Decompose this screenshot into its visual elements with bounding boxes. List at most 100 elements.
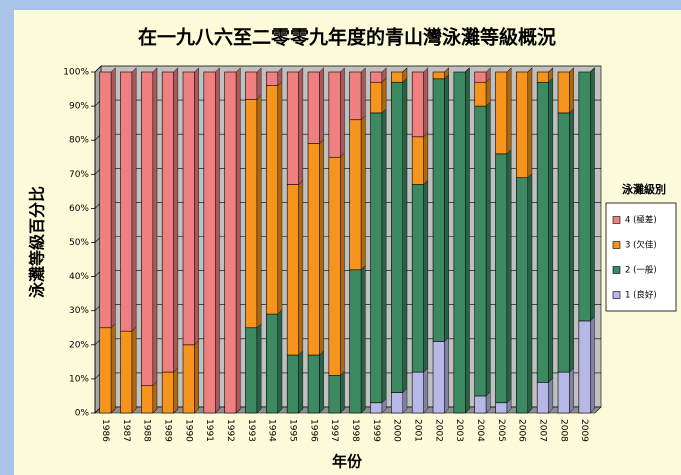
bar-front bbox=[474, 395, 487, 414]
bar-side bbox=[298, 350, 304, 414]
bar-front bbox=[286, 184, 299, 356]
bar-segment bbox=[495, 398, 512, 414]
bar-segment bbox=[548, 67, 553, 73]
bar-front bbox=[99, 327, 112, 414]
x-tick-label: 2003 bbox=[454, 419, 464, 442]
legend-swatch bbox=[612, 241, 621, 249]
x-tick-label: 1999 bbox=[371, 419, 381, 442]
y-tick-label: 40% bbox=[69, 272, 89, 282]
bar-segment bbox=[527, 67, 533, 73]
bar-segment bbox=[328, 370, 345, 414]
bar-side bbox=[152, 67, 158, 387]
bar-front bbox=[266, 313, 279, 414]
bar-front bbox=[432, 78, 445, 342]
bar-front bbox=[224, 71, 237, 414]
bar-segment bbox=[349, 115, 366, 271]
bar-segment bbox=[453, 67, 470, 414]
bar-front bbox=[411, 184, 424, 373]
y-tick-label: 100% bbox=[63, 68, 89, 78]
bar-side bbox=[340, 370, 345, 414]
bar-side bbox=[152, 381, 158, 414]
x-tick-label: 2002 bbox=[433, 419, 443, 442]
bar-segment bbox=[516, 67, 533, 179]
x-tick-label: 1995 bbox=[287, 419, 297, 442]
bar-segment bbox=[245, 323, 262, 414]
bar-segment bbox=[99, 323, 116, 414]
bar-segment bbox=[536, 377, 554, 414]
bar-front bbox=[495, 153, 508, 404]
y-tick-label: 20% bbox=[69, 340, 89, 350]
bar-side bbox=[277, 80, 283, 315]
bar-segment bbox=[266, 67, 283, 87]
bar-front bbox=[99, 71, 112, 329]
x-tick-label: 1987 bbox=[121, 419, 131, 442]
bar-segment bbox=[245, 94, 262, 329]
bar-side bbox=[277, 67, 283, 87]
bar-side bbox=[402, 67, 408, 73]
bar-front bbox=[203, 71, 216, 414]
bar-side bbox=[256, 94, 262, 329]
bar-side bbox=[298, 67, 304, 186]
bar-front bbox=[557, 371, 570, 414]
bar-side bbox=[423, 67, 429, 138]
bar-front bbox=[286, 354, 299, 414]
bar-side bbox=[527, 173, 533, 414]
y-tick-label: 10% bbox=[69, 374, 89, 384]
bar-front bbox=[370, 81, 383, 114]
grid-line bbox=[94, 65, 601, 73]
x-tick-label: 1988 bbox=[142, 419, 152, 442]
bar-front bbox=[370, 112, 383, 404]
bar-front bbox=[349, 71, 362, 121]
bar-segment bbox=[495, 67, 512, 155]
bar-front bbox=[307, 143, 320, 356]
bar-front bbox=[495, 71, 508, 155]
bar-front bbox=[536, 81, 549, 383]
bar-segment bbox=[569, 67, 574, 73]
bar-segment bbox=[266, 80, 283, 315]
bar-segment bbox=[474, 101, 491, 397]
bar-segment bbox=[590, 67, 595, 73]
bar-side bbox=[319, 350, 324, 414]
bar-side bbox=[298, 179, 304, 356]
bar-side bbox=[506, 67, 512, 155]
bar-segment bbox=[370, 67, 387, 83]
bar-front bbox=[328, 156, 341, 376]
bar-segment bbox=[411, 67, 429, 138]
bar-segment bbox=[99, 67, 116, 329]
chart-title: 在一九八六至二零零九年度的青山灣泳灘等級概況 bbox=[138, 26, 556, 49]
bar-segment bbox=[120, 67, 137, 332]
bar-segment bbox=[557, 367, 574, 414]
bar-front bbox=[557, 71, 570, 114]
bar-side bbox=[485, 77, 491, 107]
bar-segment bbox=[286, 350, 304, 414]
x-tick-label: 1989 bbox=[162, 419, 172, 442]
bar-segment bbox=[120, 326, 137, 414]
bar-segment bbox=[245, 67, 262, 100]
legend-label: 4 (極差) bbox=[625, 215, 657, 226]
bar-segment bbox=[557, 67, 574, 114]
y-tick-label: 70% bbox=[69, 170, 89, 180]
bar-front bbox=[536, 71, 549, 83]
bar-side bbox=[215, 67, 220, 414]
bar-front bbox=[411, 371, 424, 414]
bar-front bbox=[120, 330, 133, 414]
x-tick-label: 1990 bbox=[183, 419, 193, 442]
legend-label: 1 (良好) bbox=[625, 290, 657, 301]
bar-segment bbox=[578, 67, 595, 322]
x-tick-label: 2004 bbox=[475, 419, 485, 442]
x-tick-label: 2009 bbox=[579, 419, 589, 442]
bar-front bbox=[370, 71, 383, 83]
bar-segment bbox=[286, 179, 304, 356]
bar-front bbox=[391, 392, 404, 414]
bar-segment bbox=[411, 179, 429, 373]
y-tick-label: 30% bbox=[69, 306, 89, 316]
y-tick-label: 60% bbox=[69, 204, 89, 214]
bar-side bbox=[423, 367, 429, 414]
bar-front bbox=[474, 105, 487, 397]
bar-front bbox=[266, 71, 279, 86]
bar-front bbox=[120, 71, 133, 332]
bar-side bbox=[402, 77, 408, 394]
bar-side bbox=[548, 377, 554, 414]
x-tick-label: 1991 bbox=[204, 419, 214, 442]
bar-side bbox=[340, 67, 345, 158]
